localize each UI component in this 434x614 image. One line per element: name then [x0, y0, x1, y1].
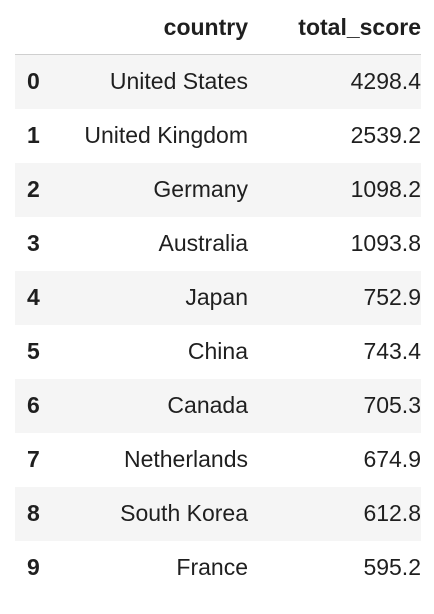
country-cell: Netherlands [123, 446, 248, 472]
country-cell: France [176, 554, 248, 580]
row-index: 3 [27, 230, 40, 256]
country-cell: United Kingdom [84, 122, 248, 148]
total-score-cell: 4298.4 [350, 68, 421, 95]
table-row: 9 France 595.2 [15, 540, 421, 595]
table-row: 6 Canada 705.3 [15, 378, 421, 433]
row-index: 7 [27, 446, 40, 472]
row-index: 9 [27, 554, 40, 580]
row-index: 5 [27, 338, 40, 364]
country-cell: United States [109, 68, 248, 95]
total-score-cell: 595.2 [363, 554, 421, 580]
row-index: 0 [27, 68, 40, 95]
table-row: 2 Germany 1098.2 [15, 162, 421, 217]
table-row: 5 China 743.4 [15, 324, 421, 379]
row-index: 8 [27, 500, 40, 526]
row-index: 4 [27, 284, 40, 310]
country-cell: Germany [153, 176, 248, 202]
total-score-cell: 2539.2 [350, 122, 421, 148]
row-index: 1 [27, 122, 40, 148]
row-index: 6 [27, 392, 40, 418]
total-score-column-header: total_score [248, 0, 421, 55]
country-cell: South Korea [120, 500, 248, 526]
total-score-cell: 612.8 [363, 500, 421, 526]
header-row: country total_score [15, 0, 421, 55]
table-row: 0 United States 4298.4 [15, 54, 421, 109]
country-cell: Australia [158, 230, 248, 256]
table-row: 1 United Kingdom 2539.2 [15, 108, 421, 163]
total-score-cell: 674.9 [363, 446, 421, 472]
table-row: 8 South Korea 612.8 [15, 486, 421, 541]
total-score-cell: 743.4 [363, 338, 421, 364]
country-cell: Canada [167, 392, 248, 418]
table-row: 7 Netherlands 674.9 [15, 432, 421, 487]
table-row: 3 Australia 1093.8 [15, 216, 421, 271]
index-column-header [15, 0, 65, 55]
dataframe-table: country total_score 0 United States 4298… [15, 0, 421, 595]
table-row: 4 Japan 752.9 [15, 270, 421, 325]
table-body: 0 United States 4298.4 1 United Kingdom … [15, 54, 421, 595]
dataframe-container: country total_score 0 United States 4298… [15, 0, 421, 595]
country-column-header: country [65, 0, 248, 55]
total-score-cell: 1098.2 [350, 176, 421, 202]
country-cell: Japan [185, 284, 248, 310]
total-score-cell: 705.3 [363, 392, 421, 418]
total-score-cell: 1093.8 [350, 230, 421, 256]
country-cell: China [187, 338, 248, 364]
total-score-cell: 752.9 [363, 284, 421, 310]
row-index: 2 [27, 176, 40, 202]
table-header: country total_score [15, 0, 421, 55]
